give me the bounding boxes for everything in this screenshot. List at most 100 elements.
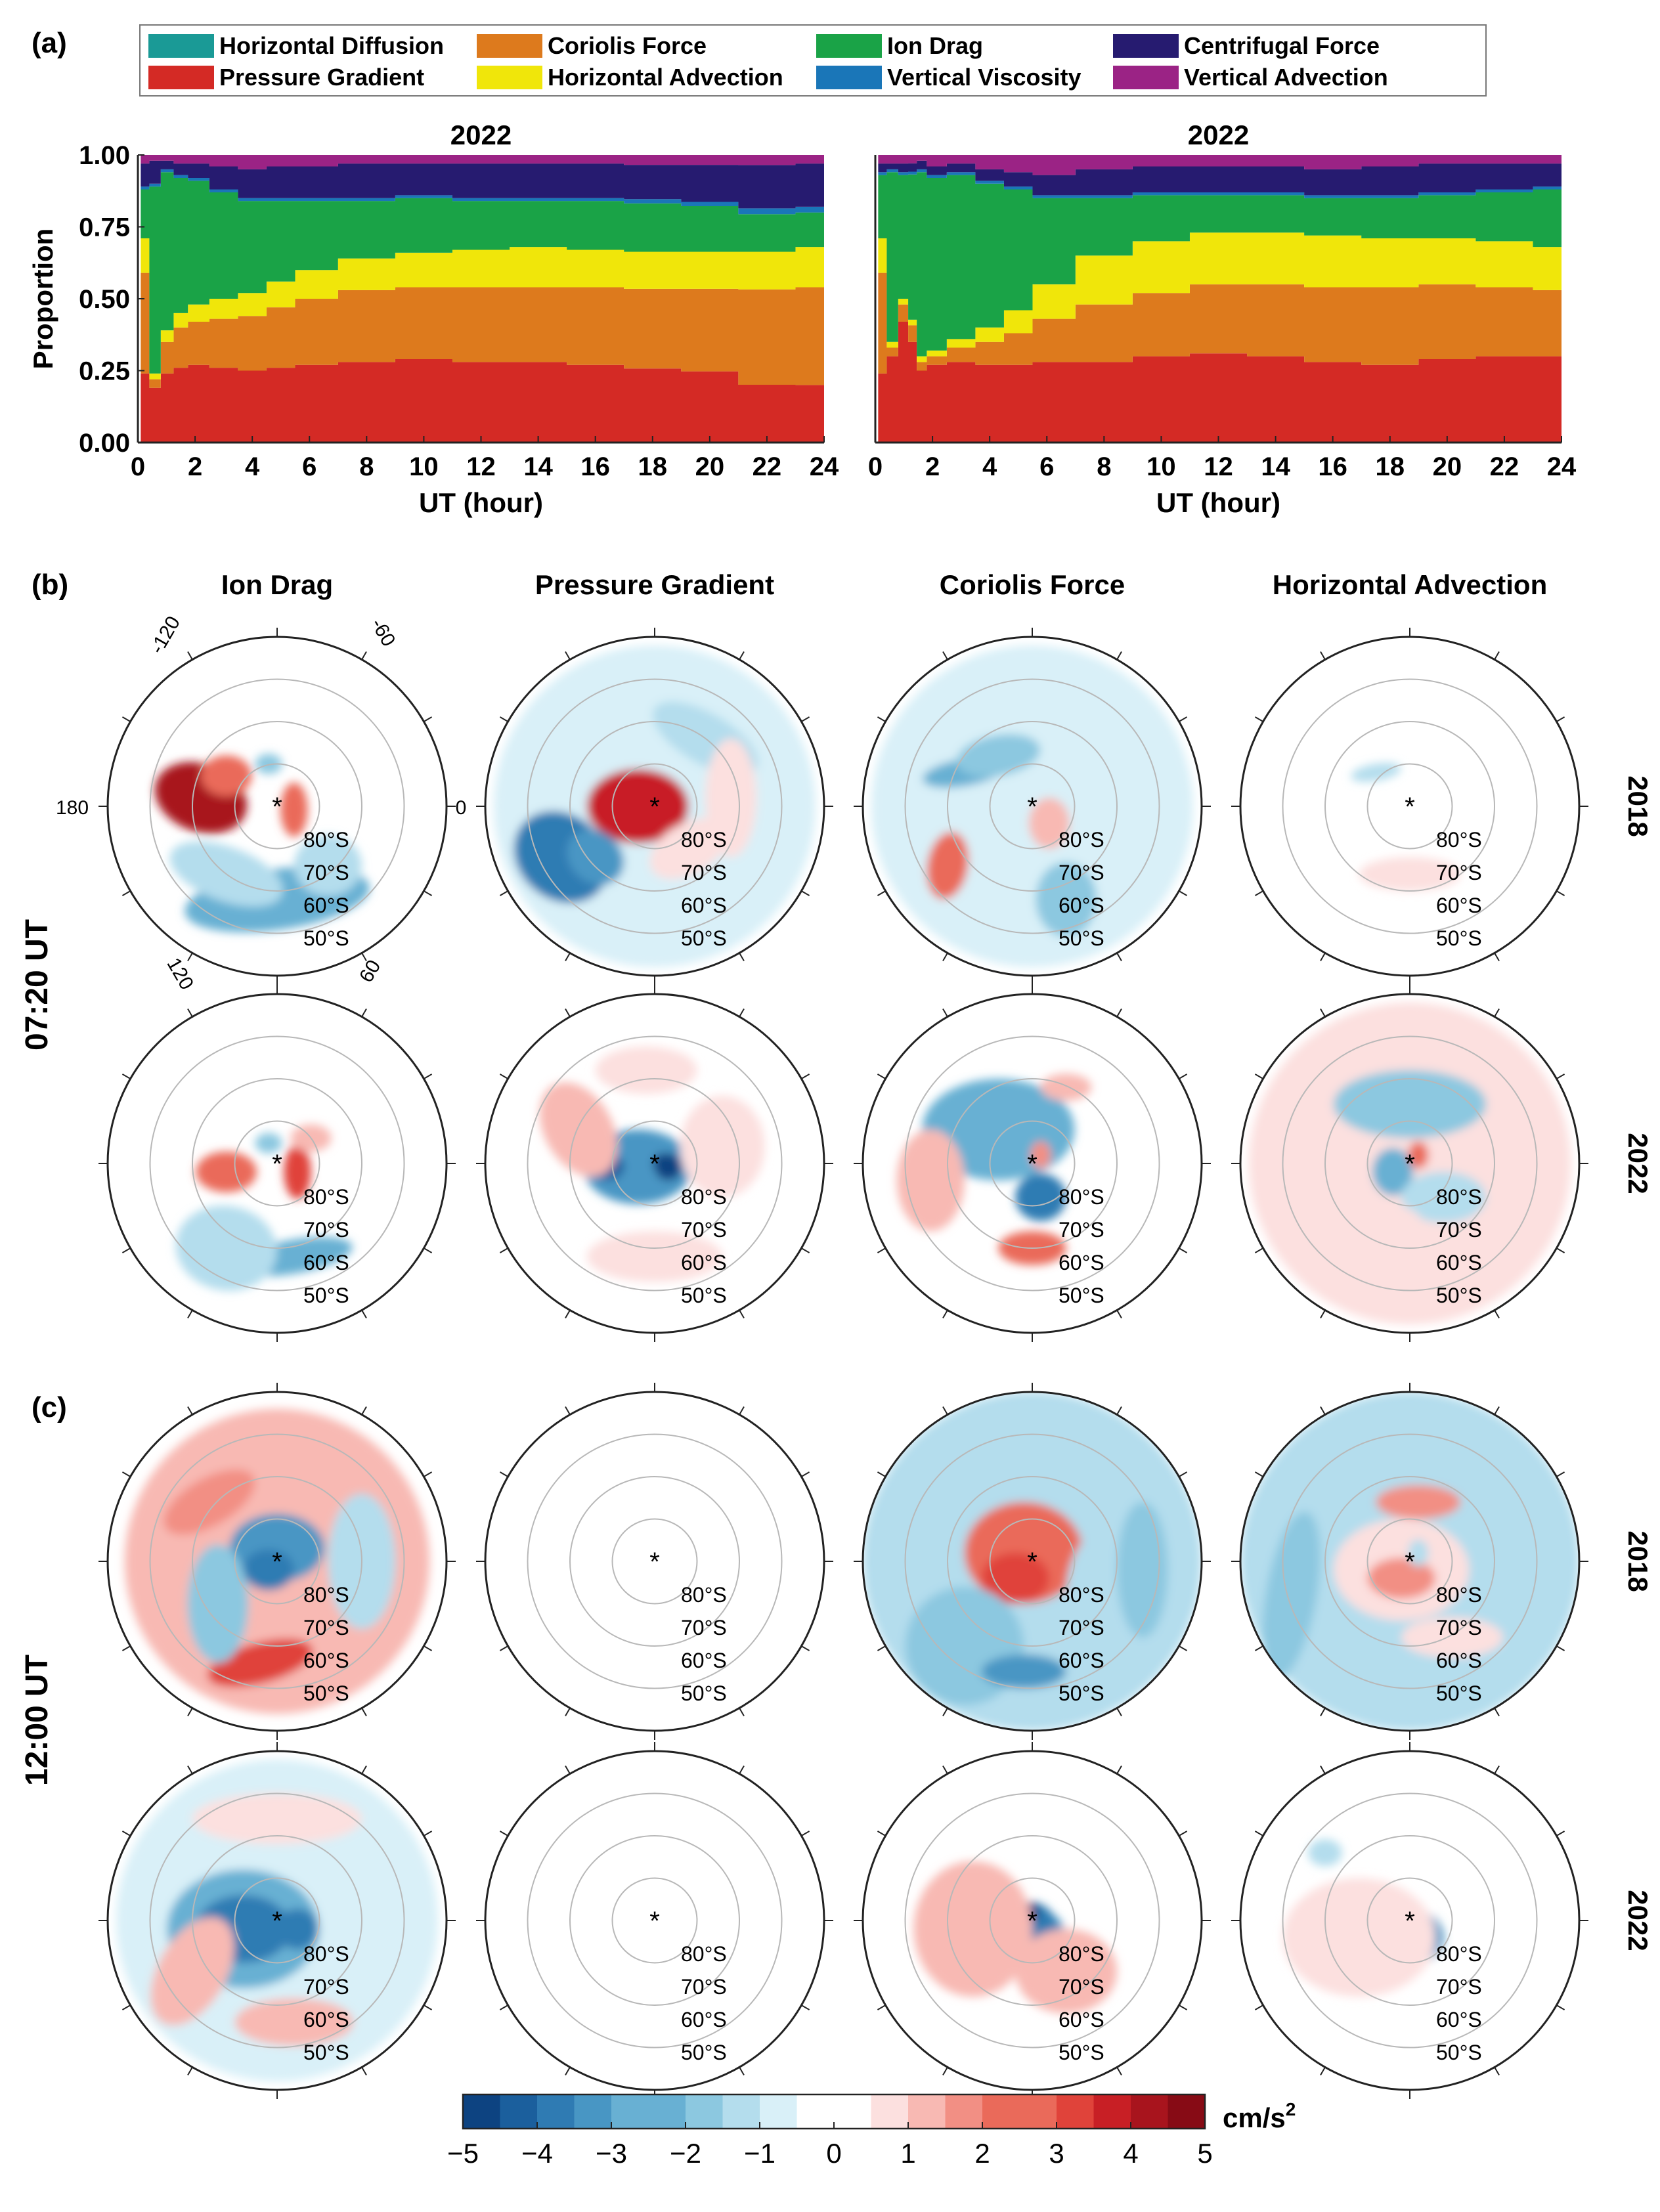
lon-tick bbox=[1116, 1406, 1122, 1416]
contour-region bbox=[164, 1469, 255, 1535]
x-tick-label: 24 bbox=[1547, 452, 1577, 481]
lon-tick bbox=[565, 1707, 571, 1717]
column-title-horizontal-advection: Horizontal Advection bbox=[1273, 569, 1547, 600]
row-year-label: 2022 bbox=[1623, 1890, 1653, 1951]
lon-tick bbox=[1320, 2066, 1326, 2076]
x-tick-label: 10 bbox=[1147, 452, 1176, 481]
lon-tick bbox=[877, 716, 886, 722]
latitude-ring bbox=[989, 1518, 1076, 1605]
lon-tick bbox=[121, 2005, 131, 2010]
latitude-label: 80°S bbox=[681, 828, 727, 852]
contour-region bbox=[1401, 1617, 1503, 1659]
lon-tick bbox=[877, 1073, 886, 1079]
colorbar-segment bbox=[1093, 2094, 1131, 2129]
x-axis-label: UT (hour) bbox=[419, 487, 543, 518]
stacked-area-chart-left: 0 2 4 6 8 10 12 14 16 18 20 22 240.000.250.500.751.0… bbox=[28, 119, 839, 518]
polar-map: * 80°S 70°S 60°S 50°S bbox=[476, 628, 833, 985]
latitude-label: 60°S bbox=[1059, 1649, 1104, 1672]
x-tick-label: 8 bbox=[1097, 452, 1111, 481]
lon-tick bbox=[1556, 2005, 1565, 2010]
colorbar: −5 −4 −3 −2 −1 0 1 2 3 4 5 bbox=[447, 2093, 1213, 2169]
legend-box bbox=[139, 24, 1487, 97]
colorbar-tick-label: 3 bbox=[1049, 2138, 1064, 2169]
latitude-label: 50°S bbox=[681, 1284, 727, 1307]
row-year-label: 2018 bbox=[1623, 1530, 1653, 1592]
latitude-label: 50°S bbox=[681, 1681, 727, 1705]
latitude-label: 80°S bbox=[303, 1185, 349, 1209]
lon-tick bbox=[739, 1309, 745, 1319]
colorbar-segment bbox=[463, 2094, 501, 2129]
polar-background bbox=[1240, 637, 1579, 976]
lon-tick bbox=[499, 1073, 509, 1079]
lon-tick bbox=[423, 1471, 433, 1477]
legend-swatch bbox=[477, 34, 542, 58]
colorbar-tick-label: −3 bbox=[596, 2138, 627, 2169]
polar-map: * 80°S 70°S 60°S 50°S bbox=[476, 1383, 833, 1740]
lon-tick bbox=[942, 1707, 948, 1717]
latitude-ring bbox=[192, 1476, 362, 1647]
contour-region bbox=[192, 1793, 362, 1844]
lon-tick bbox=[187, 1406, 193, 1416]
latitude-ring bbox=[192, 721, 362, 892]
lon-tick bbox=[800, 1247, 810, 1253]
lon-tick bbox=[565, 651, 571, 661]
area-band-horizontal-advection bbox=[141, 238, 825, 380]
pole-marker: * bbox=[1027, 1907, 1038, 1936]
latitude-ring bbox=[989, 1877, 1076, 1964]
contour-region bbox=[255, 1133, 282, 1154]
lon-tick bbox=[942, 1309, 948, 1319]
lon-tick bbox=[1116, 952, 1122, 962]
latitude-label: 70°S bbox=[681, 1616, 727, 1639]
colorbar-segment bbox=[982, 2094, 1020, 2129]
contour-region bbox=[200, 755, 252, 796]
latitude-ring bbox=[947, 1835, 1118, 2006]
lon-label: -120 bbox=[146, 613, 185, 658]
latitude-ring bbox=[234, 1877, 320, 1964]
lon-tick bbox=[800, 1073, 810, 1079]
latitude-label: 70°S bbox=[303, 1975, 349, 1999]
area-band-vertical-advection bbox=[878, 155, 1562, 175]
lon-tick bbox=[1178, 1471, 1188, 1477]
x-tick-label: 4 bbox=[245, 452, 260, 481]
legend-entry-label: Ion Drag bbox=[887, 32, 983, 59]
latitude-ring bbox=[611, 1877, 698, 1964]
lon-tick bbox=[800, 1471, 810, 1477]
latitude-ring bbox=[904, 1792, 1160, 2049]
latitude-ring bbox=[1282, 1035, 1538, 1291]
colorbar-segment bbox=[1019, 2094, 1057, 2129]
contour-region bbox=[196, 1151, 257, 1192]
x-tick-label: 0 bbox=[868, 452, 883, 481]
lon-tick bbox=[942, 1008, 948, 1018]
legend-entry-label: Pressure Gradient bbox=[219, 64, 424, 91]
latitude-label: 60°S bbox=[1436, 1649, 1482, 1672]
latitude-ring bbox=[569, 1078, 740, 1249]
polar-map: * 80°S 70°S 60°S 50°S bbox=[98, 628, 456, 985]
lon-tick bbox=[187, 1309, 193, 1319]
lon-tick bbox=[800, 1645, 810, 1651]
x-tick-label: 14 bbox=[523, 452, 553, 481]
latitude-ring bbox=[527, 1035, 783, 1291]
contour-region bbox=[981, 1553, 1049, 1604]
latitude-label: 80°S bbox=[681, 1942, 727, 1966]
legend: Horizontal Diffusion Coriolis Force Ion Dr… bbox=[139, 24, 1487, 97]
latitude-label: 60°S bbox=[681, 1649, 727, 1672]
polar-background bbox=[485, 1751, 824, 2090]
latitude-label: 50°S bbox=[681, 2041, 727, 2064]
lon-tick bbox=[121, 716, 131, 722]
lon-tick bbox=[877, 1645, 886, 1651]
lon-tick bbox=[1320, 1008, 1326, 1018]
lon-tick bbox=[1116, 1008, 1122, 1018]
latitude-ring bbox=[1324, 1476, 1495, 1647]
lon-tick bbox=[739, 1707, 745, 1717]
lon-tick bbox=[1254, 1073, 1264, 1079]
lon-label: 60 bbox=[355, 957, 385, 986]
lon-tick bbox=[423, 1831, 433, 1836]
x-tick-label: 18 bbox=[638, 452, 668, 481]
lon-tick bbox=[1254, 1831, 1264, 1836]
lon-tick bbox=[942, 2066, 948, 2076]
latitude-ring bbox=[569, 721, 740, 892]
pole-marker: * bbox=[1027, 1150, 1038, 1179]
latitude-ring bbox=[947, 721, 1118, 892]
